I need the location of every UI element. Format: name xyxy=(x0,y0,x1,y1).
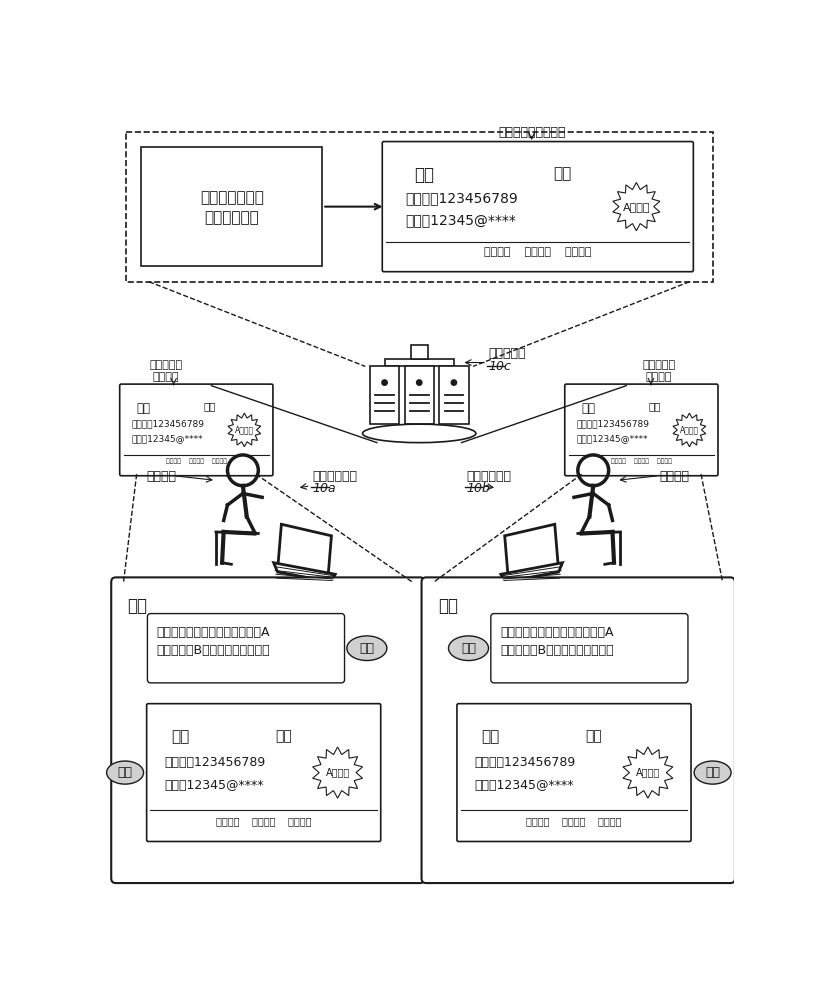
Bar xyxy=(439,366,469,424)
Text: 中国: 中国 xyxy=(275,729,292,743)
Polygon shape xyxy=(501,563,563,582)
Text: 第一终端设备: 第一终端设备 xyxy=(312,470,357,483)
FancyBboxPatch shape xyxy=(111,577,425,883)
Text: 第一用户: 第一用户 xyxy=(146,470,177,483)
Text: 第二用户的: 第二用户的 xyxy=(642,360,675,370)
Bar xyxy=(384,359,454,366)
FancyBboxPatch shape xyxy=(421,577,735,883)
Text: 我想订购您新推出的手表，请问A: 我想订购您新推出的手表，请问A xyxy=(157,626,270,639)
Text: 邮箱：12345@****: 邮箱：12345@**** xyxy=(577,434,649,443)
Polygon shape xyxy=(228,413,261,447)
Text: 季四: 季四 xyxy=(438,597,458,615)
Text: 张三: 张三 xyxy=(415,166,434,184)
Circle shape xyxy=(382,380,387,385)
Text: 季四: 季四 xyxy=(359,642,375,655)
Text: 免费拿样    接受定制    生产可视: 免费拿样 接受定制 生产可视 xyxy=(216,816,312,826)
Polygon shape xyxy=(505,524,559,582)
Text: 邮箱：12345@****: 邮箱：12345@**** xyxy=(474,779,574,792)
Text: 第二用户的: 第二用户的 xyxy=(150,360,182,370)
Bar xyxy=(370,366,399,424)
Text: 中国: 中国 xyxy=(553,166,572,181)
Text: 10a: 10a xyxy=(312,482,336,495)
Ellipse shape xyxy=(106,761,144,784)
Text: 手机号：123456789: 手机号：123456789 xyxy=(577,419,649,428)
Text: 免费拿样    接受定制    生产可视: 免费拿样 接受定制 生产可视 xyxy=(166,458,227,464)
FancyBboxPatch shape xyxy=(564,384,718,476)
Polygon shape xyxy=(623,747,673,798)
Bar xyxy=(411,345,428,359)
FancyBboxPatch shape xyxy=(491,614,688,683)
Ellipse shape xyxy=(362,424,476,443)
Text: A级认证: A级认证 xyxy=(636,768,660,778)
Text: A级认证: A级认证 xyxy=(622,202,650,212)
Text: 张三: 张三 xyxy=(137,402,151,415)
Ellipse shape xyxy=(694,761,731,784)
Text: A级认证: A级认证 xyxy=(235,425,254,434)
Text: 张三: 张三 xyxy=(705,766,720,779)
Polygon shape xyxy=(274,563,335,582)
Text: 第二用户所属的: 第二用户所属的 xyxy=(200,190,263,205)
Ellipse shape xyxy=(448,636,488,661)
Polygon shape xyxy=(673,413,706,447)
Text: 免费拿样    接受定制    生产可视: 免费拿样 接受定制 生产可视 xyxy=(526,816,622,826)
Text: 第二终端设备: 第二终端设备 xyxy=(466,470,511,483)
Text: 张三: 张三 xyxy=(482,729,500,744)
Text: 免费拿样    接受定制    生产可视: 免费拿样 接受定制 生产可视 xyxy=(611,458,672,464)
Circle shape xyxy=(416,380,422,385)
Text: 季四: 季四 xyxy=(461,642,476,655)
FancyBboxPatch shape xyxy=(382,142,694,272)
Text: 张三: 张三 xyxy=(582,402,596,415)
FancyBboxPatch shape xyxy=(119,384,273,476)
Text: 手机号：123456789: 手机号：123456789 xyxy=(164,756,266,769)
Text: 张三: 张三 xyxy=(128,597,147,615)
Text: A级认证: A级认证 xyxy=(326,768,350,778)
Text: 邮箱：12345@****: 邮箱：12345@**** xyxy=(164,779,264,792)
Circle shape xyxy=(452,380,456,385)
Text: 张三: 张三 xyxy=(118,766,133,779)
Text: 第二用户: 第二用户 xyxy=(659,470,690,483)
Text: 电子名片: 电子名片 xyxy=(153,372,179,382)
Text: 中国: 中国 xyxy=(586,729,602,743)
Text: 中国: 中国 xyxy=(649,402,662,412)
FancyBboxPatch shape xyxy=(457,704,691,841)
Text: 手机号：123456789: 手机号：123456789 xyxy=(132,419,204,428)
Text: 手机号：123456789: 手机号：123456789 xyxy=(474,756,576,769)
Text: 服务端设备: 服务端设备 xyxy=(488,347,526,360)
Ellipse shape xyxy=(347,636,387,661)
Text: 邮箱：12345@****: 邮箱：12345@**** xyxy=(132,434,204,443)
Polygon shape xyxy=(312,747,362,798)
Text: 型号手表和B型号手表有折扣吗？: 型号手表和B型号手表有折扣吗？ xyxy=(157,644,270,657)
Polygon shape xyxy=(613,182,660,231)
Text: 第二用户的电子名片: 第二用户的电子名片 xyxy=(498,126,565,139)
Text: 我想订购您新推出的手表，请问A: 我想订购您新推出的手表，请问A xyxy=(500,626,614,639)
Text: 目标用户类别: 目标用户类别 xyxy=(204,210,259,225)
Text: A级认证: A级认证 xyxy=(680,425,699,434)
Text: 电子名片: 电子名片 xyxy=(645,372,672,382)
Text: 免费拿样    接受定制    生产可视: 免费拿样 接受定制 生产可视 xyxy=(484,247,591,257)
Text: 张三: 张三 xyxy=(171,729,190,744)
FancyBboxPatch shape xyxy=(147,614,344,683)
Text: 型号手表和B型号手表有折扣吗？: 型号手表和B型号手表有折扣吗？ xyxy=(500,644,614,657)
Text: 10c: 10c xyxy=(488,360,511,373)
Text: 手机号：123456789: 手机号：123456789 xyxy=(406,191,518,205)
FancyBboxPatch shape xyxy=(146,704,380,841)
Text: 10b: 10b xyxy=(466,482,490,495)
Text: 邮箱：12345@****: 邮箱：12345@**** xyxy=(406,213,516,227)
Text: 中国: 中国 xyxy=(204,402,216,412)
Bar xyxy=(405,366,434,424)
Bar xyxy=(142,147,322,266)
Bar xyxy=(126,132,712,282)
Polygon shape xyxy=(277,524,331,582)
